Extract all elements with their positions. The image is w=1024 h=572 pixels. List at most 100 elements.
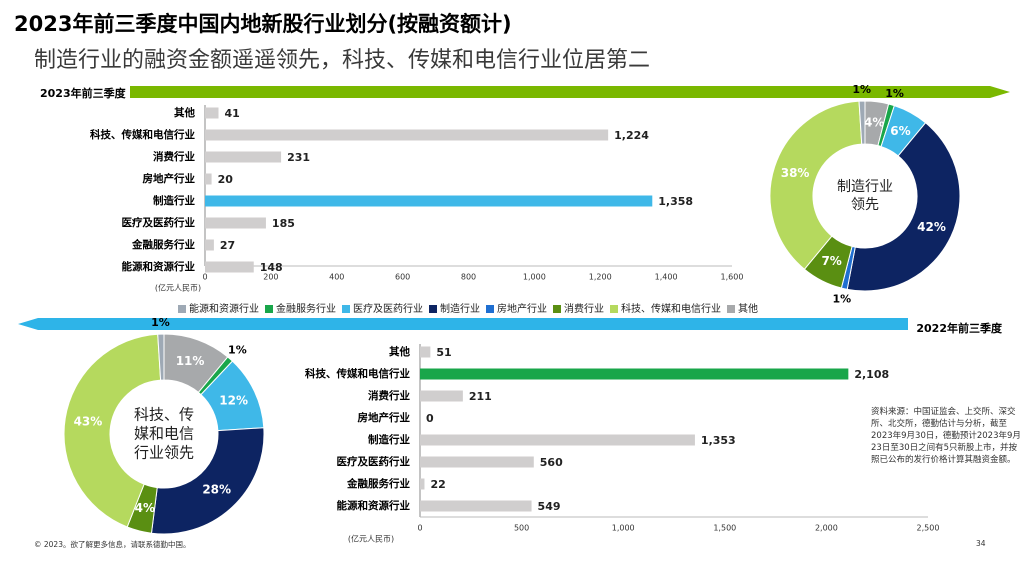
- legend-item-label: 科技、传媒和电信行业: [621, 302, 721, 315]
- legend-item-label: 其他: [738, 302, 758, 315]
- category-label: 制造行业: [368, 433, 410, 446]
- legend-item-label: 能源和资源行业: [189, 302, 259, 315]
- source-note: 资料来源：中国证监会、上交所、深交所、北交所，德勤估计与分析，截至2023年9月…: [871, 407, 1021, 465]
- bar: [205, 261, 254, 273]
- slice-percent-label: 1%: [228, 344, 247, 357]
- bar: [420, 478, 425, 490]
- bar: [420, 500, 532, 512]
- x-tick-label: 200: [263, 273, 278, 282]
- slice-percent-label: 4%: [864, 116, 884, 130]
- page-number: 34: [976, 539, 986, 548]
- slice-percent-label: 1%: [151, 316, 170, 329]
- data-label: 2,108: [854, 368, 889, 381]
- slice-percent-label: 1%: [833, 292, 852, 305]
- legend-item-label: 房地产行业: [497, 302, 547, 315]
- bar: [205, 107, 219, 119]
- slice-percent-label: 6%: [890, 124, 910, 138]
- category-label: 科技、传媒和电信行业: [305, 367, 410, 380]
- data-label: 185: [272, 217, 295, 230]
- category-label: 其他: [174, 106, 195, 119]
- category-label: 科技、传媒和电信行业: [90, 128, 195, 141]
- bar: [420, 434, 695, 446]
- donut-center-label: 制造行业: [837, 179, 893, 195]
- category-label: 房地产行业: [143, 172, 196, 185]
- footer-note: © 2023。欲了解更多信息，请联系德勤中国。: [34, 540, 191, 549]
- legend-swatch: [265, 305, 273, 313]
- data-label: 22: [430, 478, 445, 491]
- donut-slice: [157, 333, 165, 381]
- page-subtitle: 制造行业的融资金额遥遥领先，科技、传媒和电信行业位居第二: [34, 48, 651, 73]
- donut-slice: [769, 100, 863, 270]
- legend-item-label: 金融服务行业: [276, 302, 336, 315]
- x-axis-unit-label: (亿元人民币): [155, 283, 201, 293]
- x-tick-label: 1,000: [612, 524, 635, 533]
- legend-swatch: [553, 305, 561, 313]
- category-label: 医疗及医药行业: [122, 216, 196, 229]
- donut-center-label: 领先: [851, 197, 879, 213]
- bar-chart-2023: 其他 41 科技、传媒和电信行业 1,224 消费行业 231 房地产行业 20 制造行业 1,3…: [90, 105, 743, 293]
- bar: [205, 239, 214, 251]
- category-label: 金融服务行业: [346, 477, 410, 490]
- category-label: 消费行业: [153, 150, 195, 163]
- data-label: 148: [260, 261, 283, 274]
- donut-center-label: 媒和电信: [134, 425, 194, 443]
- x-tick-label: 2,000: [815, 524, 838, 533]
- data-label: 549: [538, 500, 561, 513]
- slice-percent-label: 28%: [202, 483, 231, 497]
- slice-percent-label: 1%: [885, 87, 904, 100]
- blue-banner-arrow: [18, 318, 908, 330]
- data-label: 560: [540, 456, 563, 469]
- bar: [205, 173, 212, 185]
- legend-swatch: [486, 305, 494, 313]
- donut-slice: [846, 122, 961, 292]
- data-label: 51: [436, 346, 451, 359]
- data-label: 27: [220, 239, 235, 252]
- category-label: 能源和资源行业: [337, 499, 411, 512]
- data-label: 231: [287, 151, 310, 164]
- legend-item-label: 医疗及医药行业: [353, 302, 423, 315]
- slice-percent-label: 7%: [821, 254, 841, 268]
- category-label: 其他: [389, 345, 410, 358]
- data-label: 41: [225, 107, 240, 120]
- category-label: 能源和资源行业: [122, 260, 196, 273]
- bar: [420, 346, 431, 358]
- category-label: 金融服务行业: [131, 238, 195, 251]
- category-label: 房地产行业: [358, 411, 411, 424]
- bar: [205, 151, 282, 163]
- donut-slice: [150, 427, 265, 535]
- bar-chart-2022: 其他 51 科技、传媒和电信行业 2,108 消费行业 211 房地产行业 0 制造行业 1,35…: [305, 344, 939, 544]
- legend-swatch: [610, 305, 618, 313]
- category-label: 制造行业: [153, 194, 195, 207]
- donut-slice: [858, 100, 866, 145]
- x-tick-label: 1,500: [713, 524, 736, 533]
- x-tick-label: 2,500: [917, 524, 940, 533]
- data-label: 1,353: [701, 434, 736, 447]
- bar: [205, 129, 609, 141]
- x-tick-label: 1,600: [721, 273, 744, 282]
- legend-item-label: 制造行业: [440, 302, 480, 315]
- x-tick-label: 500: [514, 524, 529, 533]
- green-banner-arrow: [130, 86, 1010, 98]
- x-tick-label: 1,000: [523, 273, 546, 282]
- x-tick-label: 600: [395, 273, 410, 282]
- x-axis-unit-label: (亿元人民币): [348, 534, 394, 544]
- bar: [205, 195, 653, 207]
- legend-swatch: [342, 305, 350, 313]
- slice-percent-label: 43%: [74, 414, 103, 428]
- banner-2022-label: 2022年前三季度: [916, 322, 1002, 335]
- legend-swatch: [429, 305, 437, 313]
- legend-swatch: [727, 305, 735, 313]
- slice-percent-label: 4%: [135, 501, 155, 515]
- page-title: 2023年前三季度中国内地新股行业划分(按融资额计): [14, 12, 512, 36]
- bar: [420, 368, 849, 380]
- data-label: 20: [218, 173, 234, 186]
- banner-2023-label: 2023年前三季度: [40, 87, 126, 100]
- slice-percent-label: 38%: [781, 166, 810, 180]
- data-label: 1,358: [658, 195, 693, 208]
- category-label: 医疗及医药行业: [337, 455, 411, 468]
- slice-percent-label: 11%: [176, 354, 205, 368]
- x-tick-label: 400: [329, 273, 344, 282]
- legend-item-label: 消费行业: [564, 302, 604, 315]
